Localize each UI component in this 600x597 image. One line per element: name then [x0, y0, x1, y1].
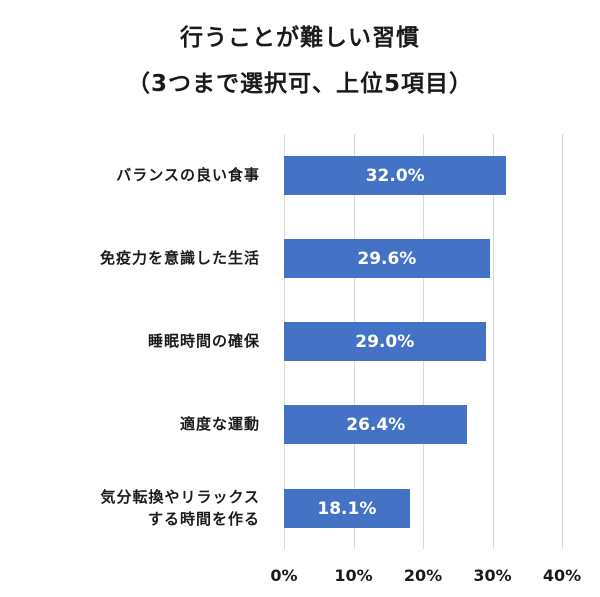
bar: 18.1% [284, 489, 410, 528]
x-tick-label: 10% [334, 566, 373, 585]
bar-value-label: 18.1% [317, 498, 377, 519]
bar: 29.0% [284, 322, 486, 361]
chart-subtitle: （3つまで選択可、上位5項目） [126, 71, 473, 97]
category-label-line: バランスの良い食事 [116, 165, 260, 184]
chart-title: 行うことが難しい習慣 [180, 25, 420, 51]
category-label: バランスの良い食事 [0, 164, 260, 186]
category-label: 気分転換やリラックスする時間を作る [0, 486, 260, 530]
x-tick-label: 40% [542, 566, 582, 585]
category-label: 免疫力を意識した生活 [0, 247, 260, 269]
category-label-line: 適度な運動 [179, 414, 260, 433]
x-tick-label: 30% [473, 566, 512, 585]
category-label: 適度な運動 [0, 413, 260, 435]
bar-value-label: 29.6% [357, 248, 417, 269]
bar-value-label: 29.0% [355, 331, 415, 352]
category-label-line: 免疫力を意識した生活 [99, 248, 260, 267]
bar-value-label: 32.0% [365, 165, 425, 186]
category-label-line: 睡眠時間の確保 [147, 331, 260, 350]
gridline [562, 134, 563, 549]
plot-area: 32.0% 29.6% 29.0% 26.4% 18.1% [284, 134, 564, 549]
bar: 32.0% [284, 156, 507, 195]
gridline [492, 134, 494, 549]
x-tick-label: 20% [403, 566, 443, 585]
bar-value-label: 26.4% [346, 414, 406, 435]
category-label-line: 気分転換やリラックス [100, 487, 260, 506]
category-label: 睡眠時間の確保 [0, 330, 260, 352]
bar: 29.6% [284, 239, 490, 278]
x-tick-label: 0% [270, 566, 298, 585]
bar: 26.4% [284, 405, 468, 444]
category-label-line: する時間を作る [147, 509, 260, 528]
